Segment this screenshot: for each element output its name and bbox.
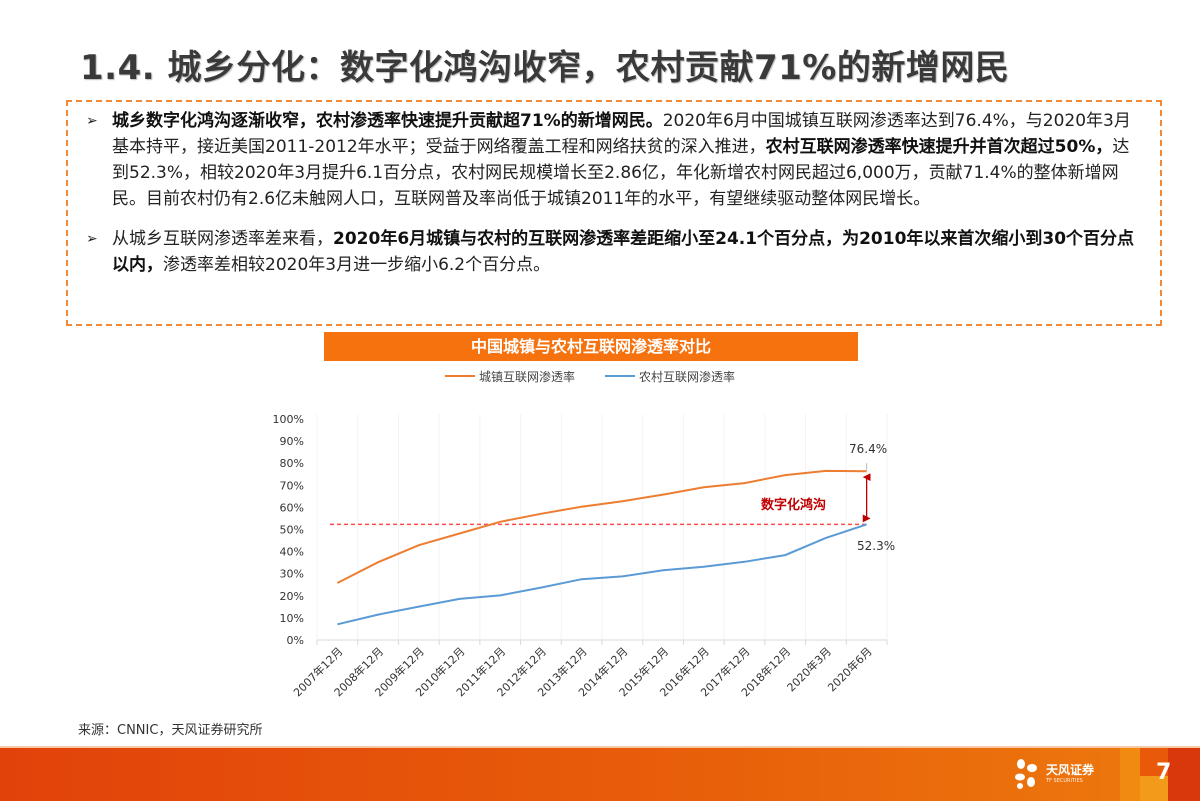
chart-title: 中国城镇与农村互联网渗透率对比	[324, 332, 858, 361]
footer-bar: 天风证券 TF SECURITIES 7	[0, 746, 1200, 801]
y-tick-label: 0%	[287, 634, 304, 647]
arrow-bullet-icon: ➢	[86, 231, 98, 247]
bullet-1-seg-4: 达到52.3%，相较2020年3月提升6.1百分点，农村网民规模增长至2.86亿…	[112, 137, 1130, 209]
y-tick-label: 100%	[273, 413, 304, 426]
page-number: 7	[1156, 760, 1172, 785]
y-axis: 0% 10% 20% 30% 40% 50% 60% 70% 80% 90% 100%	[273, 413, 304, 647]
summary-box: ➢ 城乡数字化鸿沟逐渐收窄，农村渗透率快速提升贡献超71%的新增网民。2020年…	[66, 100, 1162, 326]
legend-swatch-urban	[444, 375, 475, 377]
y-tick-label: 70%	[280, 479, 304, 492]
bullet-2-seg-2: 2020年6月城镇与农村的互联网渗透率差距缩小至24.1个百分点，为2010年以…	[112, 229, 1135, 275]
logo-text-en: TF SECURITIES	[1046, 778, 1083, 784]
summary-bullet-2: ➢ 从城乡互联网渗透率差来看，2020年6月城镇与农村的互联网渗透率差距缩小至2…	[82, 226, 1142, 278]
bullet-1-seg-1: 城乡数字化鸿沟逐渐收窄，农村渗透率快速提升贡献超71%的新增网民。	[112, 111, 663, 131]
bullet-2-seg-1: 从城乡互联网渗透率差来看，	[112, 229, 333, 249]
legend-label-rural: 农村互联网渗透率	[639, 369, 736, 384]
pinwheel-logo-icon	[1015, 759, 1037, 789]
vertical-gridlines	[316, 414, 888, 640]
bullet-1-seg-2: 2020年6月中国城镇互联网渗透率达到76.4%，与2020年3月基本持平，接近…	[112, 111, 1131, 157]
bullet-1-seg-3: 农村互联网渗透率快速提升并首次超过50%，	[765, 137, 1113, 157]
source-note: 来源：CNNIC，天风证券研究所	[78, 723, 263, 738]
chart-legend: 城镇互联网渗透率 农村互联网渗透率	[320, 366, 860, 386]
x-tick-label: 2020年6月	[825, 644, 875, 694]
y-tick-label: 20%	[280, 590, 304, 603]
series-line-rural	[337, 523, 867, 626]
series-line-urban	[336, 469, 867, 584]
legend-swatch-rural	[605, 375, 635, 377]
legend-label-urban: 城镇互联网渗透率	[478, 369, 575, 384]
y-tick-label: 90%	[280, 435, 304, 448]
digital-divide-label: 数字化鸿沟	[761, 497, 826, 513]
page-title: 1.4. 城乡分化：数字化鸿沟收窄，农村贡献71%的新增网民	[80, 48, 1010, 88]
arrow-bullet-icon: ➢	[86, 113, 98, 129]
y-tick-label: 80%	[280, 457, 304, 470]
footer-decoration	[1120, 748, 1200, 801]
y-tick-label: 60%	[280, 501, 304, 514]
company-logo: 天风证券 TF SECURITIES	[1014, 758, 1094, 790]
bullet-2-seg-3: 渗透率差相较2020年3月进一步缩小6.2个百分点。	[163, 255, 551, 275]
y-tick-label: 10%	[280, 612, 304, 625]
legend-item-urban: 城镇互联网渗透率	[444, 368, 575, 385]
summary-bullet-1: ➢ 城乡数字化鸿沟逐渐收窄，农村渗透率快速提升贡献超71%的新增网民。2020年…	[82, 108, 1142, 212]
data-label-urban-end: 76.4%	[849, 442, 887, 456]
y-tick-label: 40%	[280, 546, 304, 559]
y-tick-label: 30%	[280, 568, 304, 581]
legend-item-rural: 农村互联网渗透率	[605, 368, 735, 385]
y-tick-label: 50%	[280, 524, 304, 537]
data-label-rural-end: 52.3%	[857, 539, 895, 553]
x-axis: 2007年12月2008年12月2009年12月2010年12月2011年12月…	[290, 639, 888, 699]
logo-text-cn: 天风证券	[1046, 763, 1095, 777]
